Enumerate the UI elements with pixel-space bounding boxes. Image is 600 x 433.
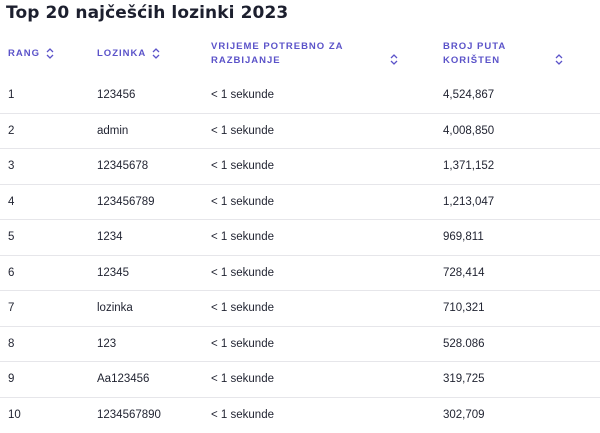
- password-cell: 12345678: [97, 149, 148, 184]
- password-cell: 123456789: [97, 185, 155, 220]
- table-row: 10 1234567890 < 1 sekunde 302,709: [0, 398, 600, 433]
- times-used-cell: 1,371,152: [443, 149, 494, 184]
- rank-cell: 10: [8, 398, 21, 433]
- crack-time-cell: < 1 sekunde: [211, 78, 274, 113]
- times-used-cell: 728,414: [443, 256, 485, 291]
- times-used-cell: 4,008,850: [443, 114, 494, 149]
- table-row: 9 Aa123456 < 1 sekunde 319,725: [0, 362, 600, 398]
- table-row: 8 123 < 1 sekunde 528.086: [0, 327, 600, 363]
- password-cell: admin: [97, 114, 128, 149]
- rank-cell: 3: [8, 149, 14, 184]
- table-header: RANG LOZINKA VRIJEME POTREBNO ZA RAZBIJA…: [0, 36, 600, 76]
- rank-cell: 5: [8, 220, 14, 255]
- column-header-crack-time[interactable]: VRIJEME POTREBNO ZA RAZBIJANJE: [211, 40, 344, 68]
- table-row: 4 123456789 < 1 sekunde 1,213,047: [0, 185, 600, 221]
- times-used-cell: 528.086: [443, 327, 485, 362]
- column-header-rank[interactable]: RANG: [8, 47, 54, 61]
- crack-time-cell: < 1 sekunde: [211, 362, 274, 397]
- crack-time-cell: < 1 sekunde: [211, 398, 274, 433]
- sort-chevrons-icon[interactable]: [46, 48, 54, 59]
- password-cell: Aa123456: [97, 362, 149, 397]
- crack-time-cell: < 1 sekunde: [211, 256, 274, 291]
- rank-cell: 4: [8, 185, 14, 220]
- password-cell: 12345: [97, 256, 129, 291]
- table-row: 3 12345678 < 1 sekunde 1,371,152: [0, 149, 600, 185]
- table-body: 1 123456 < 1 sekunde 4,524,867 2 admin <…: [0, 78, 600, 433]
- password-cell: 1234567890: [97, 398, 161, 433]
- crack-time-cell: < 1 sekunde: [211, 114, 274, 149]
- times-used-cell: 1,213,047: [443, 185, 494, 220]
- crack-time-cell: < 1 sekunde: [211, 185, 274, 220]
- rank-cell: 9: [8, 362, 14, 397]
- table-row: 7 lozinka < 1 sekunde 710,321: [0, 291, 600, 327]
- sort-chevrons-icon[interactable]: [555, 54, 563, 70]
- column-header-crack-time-line2: RAZBIJANJE: [211, 54, 344, 68]
- rank-cell: 1: [8, 78, 14, 113]
- password-cell: 1234: [97, 220, 123, 255]
- password-cell: 123: [97, 327, 116, 362]
- table-row: 5 1234 < 1 sekunde 969,811: [0, 220, 600, 256]
- password-cell: 123456: [97, 78, 135, 113]
- rank-cell: 2: [8, 114, 14, 149]
- column-header-times-used[interactable]: BROJ PUTA KORIŠTEN: [443, 40, 506, 68]
- crack-time-cell: < 1 sekunde: [211, 291, 274, 326]
- column-header-times-used-line1: BROJ PUTA: [443, 40, 506, 54]
- password-cell: lozinka: [97, 291, 133, 326]
- sort-chevrons-icon[interactable]: [152, 48, 160, 59]
- column-header-password-label: LOZINKA: [97, 48, 146, 59]
- times-used-cell: 969,811: [443, 220, 484, 255]
- times-used-cell: 710,321: [443, 291, 485, 326]
- crack-time-cell: < 1 sekunde: [211, 220, 274, 255]
- rank-cell: 7: [8, 291, 14, 326]
- column-header-times-used-line2: KORIŠTEN: [443, 54, 506, 68]
- crack-time-cell: < 1 sekunde: [211, 327, 274, 362]
- times-used-cell: 302,709: [443, 398, 485, 433]
- crack-time-cell: < 1 sekunde: [211, 149, 274, 184]
- table-row: 1 123456 < 1 sekunde 4,524,867: [0, 78, 600, 114]
- page-title: Top 20 najčešćih lozinki 2023: [6, 3, 288, 23]
- times-used-cell: 4,524,867: [443, 78, 494, 113]
- times-used-cell: 319,725: [443, 362, 485, 397]
- column-header-crack-time-line1: VRIJEME POTREBNO ZA: [211, 40, 344, 54]
- rank-cell: 8: [8, 327, 14, 362]
- sort-chevrons-icon[interactable]: [390, 54, 398, 70]
- table-row: 6 12345 < 1 sekunde 728,414: [0, 256, 600, 292]
- rank-cell: 6: [8, 256, 14, 291]
- column-header-password[interactable]: LOZINKA: [97, 47, 160, 61]
- table-row: 2 admin < 1 sekunde 4,008,850: [0, 114, 600, 150]
- column-header-rank-label: RANG: [8, 48, 40, 59]
